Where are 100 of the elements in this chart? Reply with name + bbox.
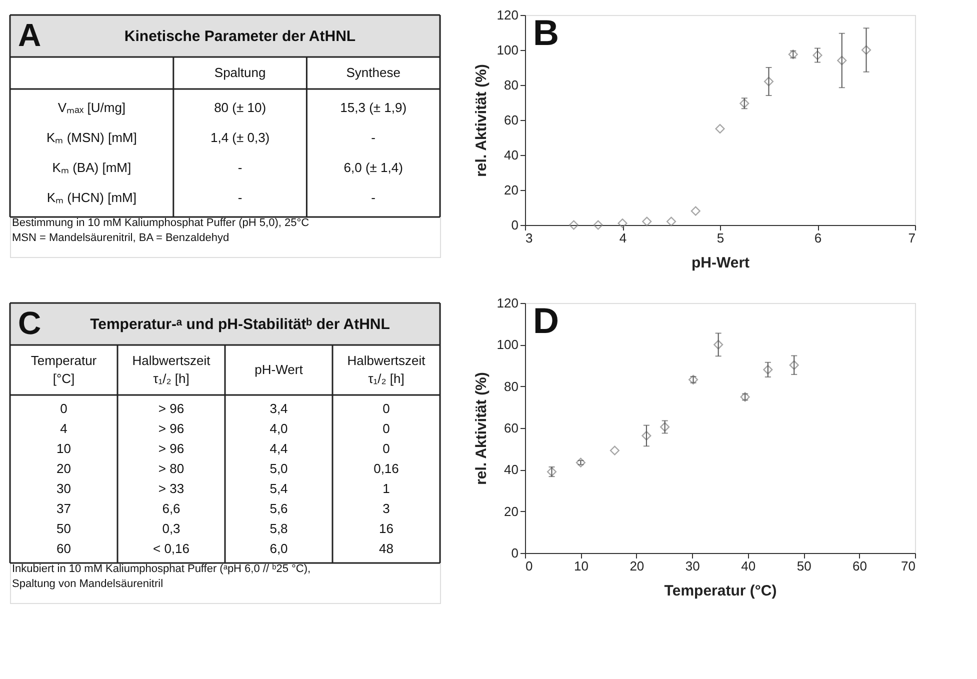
category-label: pH-Wert (254, 362, 304, 377)
text: 3,4 (270, 401, 288, 416)
text: 16 (379, 521, 394, 536)
x-tick-label: 40 (741, 558, 756, 574)
category-label: Halbwertszeit τ₁/₂ [h] (347, 353, 426, 386)
x-tick-label: 6 (814, 230, 822, 246)
y-tick-label: 40 (504, 462, 518, 478)
point (660, 422, 670, 432)
text: > 80 (158, 461, 184, 476)
category-label: Kₘ (MSN) [mM] (46, 130, 137, 145)
x-tick-label: 30 (685, 558, 700, 574)
x-tick-label: 4 (619, 230, 627, 246)
y-tick-label: 100 (496, 337, 518, 352)
text: 0 (382, 421, 390, 436)
category-label: Synthese (346, 65, 400, 80)
text: > 96 (158, 421, 184, 436)
category-label: Kₘ (BA) [mM] (52, 160, 132, 175)
point (789, 360, 799, 370)
x-tick-label: 7 (908, 230, 916, 246)
text: - (371, 190, 376, 205)
y-axis-title: rel. Aktivität (%) (472, 372, 490, 485)
text: 6,6 (162, 501, 180, 516)
text: 48 (379, 541, 394, 556)
x-tick-label: 10 (574, 558, 588, 574)
x-tick-label: 70 (901, 558, 916, 574)
text: 37 (56, 501, 71, 516)
y-axis-title: rel. Aktivität (%) (472, 64, 490, 177)
y-tick-label: 80 (504, 378, 518, 394)
point (715, 124, 725, 134)
x-tick-label: 20 (630, 558, 644, 574)
text: 3 (382, 501, 390, 516)
text: 60 (56, 541, 71, 556)
point (618, 218, 628, 228)
point (812, 50, 822, 60)
point (568, 220, 579, 230)
point (837, 56, 847, 66)
y-tick-label: 20 (504, 504, 518, 519)
y-tick-label: 60 (504, 420, 518, 436)
text: < 0,16 (152, 541, 190, 556)
text: 0 (382, 401, 390, 416)
annotation: D (533, 300, 559, 341)
text: 4 (60, 421, 68, 436)
text: MSN = Mandelsäurenitril, BA = Benzaldehyd (12, 232, 230, 244)
y-tick-label: 0 (511, 218, 518, 232)
text: C (18, 305, 42, 341)
text: 0,3 (162, 521, 180, 536)
text: 0 (382, 441, 390, 456)
y-tick-label: 20 (504, 182, 518, 198)
text: 1,4 (± 0,3) (210, 130, 270, 145)
text: Kinetische Parameter der AtHNL (124, 28, 356, 45)
x-tick-label: 50 (796, 558, 812, 574)
text: Bestimmung in 10 mM Kaliumphosphat Puffer (pH 5,0), 25°C (12, 217, 310, 229)
y-tick-label: 80 (504, 78, 518, 92)
point (666, 216, 676, 226)
category-label: Temperatur [°C] (30, 353, 98, 386)
category-label: Spaltung (214, 65, 266, 80)
point (764, 76, 774, 86)
text: 6,0 (270, 541, 288, 556)
text: > 96 (158, 401, 184, 416)
point (714, 340, 724, 350)
annotation: B (533, 12, 559, 53)
point (763, 364, 773, 374)
category-label: Kₘ (HCN) [mM] (46, 190, 137, 205)
y-tick-label: 60 (504, 112, 518, 128)
point (740, 98, 750, 108)
text: 50 (56, 521, 71, 536)
y-tick-label: 120 (496, 296, 518, 310)
text: 80 (± 10) (214, 100, 266, 115)
text: 5,0 (270, 461, 288, 476)
point (861, 45, 872, 55)
text: > 33 (158, 481, 184, 496)
y-tick-label: 40 (504, 148, 518, 162)
text: 5,6 (270, 501, 288, 516)
text: > 96 (158, 441, 184, 456)
x-axis-title: Temperatur (°C) (664, 582, 777, 600)
x-tick-label: 0 (526, 558, 533, 574)
point (610, 446, 620, 456)
text: 4,0 (270, 421, 288, 436)
y-tick-label: 100 (496, 42, 518, 58)
text: A (18, 17, 42, 53)
point (642, 216, 652, 226)
text: 1 (382, 481, 390, 496)
text: 5,8 (270, 521, 288, 536)
y-tick-label: 0 (511, 546, 518, 560)
text: Inkubiert in 10 mM Kaliumphosphat Puffer (ᵃpH 6,0 // ᵇ25 °C), (12, 563, 311, 575)
text: 20 (56, 461, 71, 476)
point (576, 458, 586, 468)
text: 15,3 (± 1,9) (340, 100, 407, 115)
category-label: Halbwertszeit τ₁/₂ [h] (132, 353, 211, 386)
text: 6,0 (± 1,4) (344, 160, 403, 175)
text: - (238, 190, 242, 205)
point (593, 220, 603, 230)
x-axis-title: pH-Wert (691, 254, 750, 272)
text: 5,4 (270, 481, 288, 496)
x-tick-label: 60 (852, 558, 868, 574)
point (546, 466, 557, 477)
text: Spaltung von Mandelsäurenitril (12, 578, 164, 590)
point (642, 430, 652, 440)
text: 30 (56, 481, 71, 496)
text: 0 (60, 401, 68, 416)
